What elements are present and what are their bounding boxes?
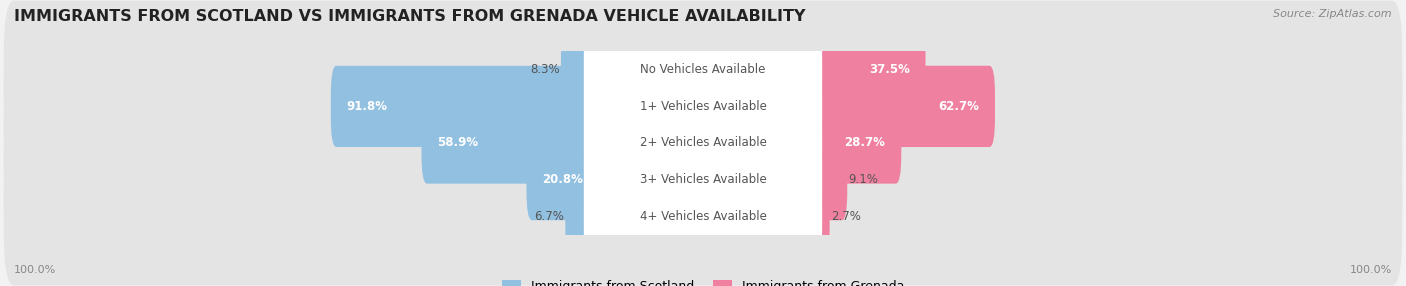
Text: Source: ZipAtlas.com: Source: ZipAtlas.com	[1274, 9, 1392, 19]
Text: 62.7%: 62.7%	[938, 100, 979, 113]
FancyBboxPatch shape	[4, 147, 1402, 285]
FancyBboxPatch shape	[4, 110, 1402, 249]
FancyBboxPatch shape	[422, 102, 595, 184]
Text: IMMIGRANTS FROM SCOTLAND VS IMMIGRANTS FROM GRENADA VEHICLE AVAILABILITY: IMMIGRANTS FROM SCOTLAND VS IMMIGRANTS F…	[14, 9, 806, 23]
FancyBboxPatch shape	[4, 1, 1402, 139]
Text: No Vehicles Available: No Vehicles Available	[640, 63, 766, 76]
FancyBboxPatch shape	[811, 29, 925, 110]
Text: 37.5%: 37.5%	[869, 63, 910, 76]
FancyBboxPatch shape	[526, 139, 595, 220]
FancyBboxPatch shape	[811, 139, 848, 220]
Text: 1+ Vehicles Available: 1+ Vehicles Available	[640, 100, 766, 113]
FancyBboxPatch shape	[330, 66, 595, 147]
Text: 2+ Vehicles Available: 2+ Vehicles Available	[640, 136, 766, 150]
Text: 2.7%: 2.7%	[831, 210, 860, 223]
Text: 9.1%: 9.1%	[849, 173, 879, 186]
Text: 20.8%: 20.8%	[543, 173, 583, 186]
FancyBboxPatch shape	[583, 101, 823, 185]
Text: 3+ Vehicles Available: 3+ Vehicles Available	[640, 173, 766, 186]
Text: 58.9%: 58.9%	[437, 136, 478, 150]
Text: 28.7%: 28.7%	[845, 136, 886, 150]
FancyBboxPatch shape	[811, 176, 830, 257]
FancyBboxPatch shape	[4, 37, 1402, 176]
FancyBboxPatch shape	[583, 138, 823, 221]
Text: 4+ Vehicles Available: 4+ Vehicles Available	[640, 210, 766, 223]
FancyBboxPatch shape	[583, 28, 823, 112]
Text: 100.0%: 100.0%	[1350, 265, 1392, 275]
FancyBboxPatch shape	[583, 174, 823, 258]
FancyBboxPatch shape	[561, 29, 595, 110]
FancyBboxPatch shape	[811, 102, 901, 184]
Legend: Immigrants from Scotland, Immigrants from Grenada: Immigrants from Scotland, Immigrants fro…	[498, 275, 908, 286]
Text: 100.0%: 100.0%	[14, 265, 56, 275]
FancyBboxPatch shape	[4, 74, 1402, 212]
FancyBboxPatch shape	[583, 65, 823, 148]
FancyBboxPatch shape	[811, 66, 995, 147]
Text: 6.7%: 6.7%	[534, 210, 564, 223]
Text: 8.3%: 8.3%	[530, 63, 560, 76]
FancyBboxPatch shape	[565, 176, 595, 257]
Text: 91.8%: 91.8%	[347, 100, 388, 113]
